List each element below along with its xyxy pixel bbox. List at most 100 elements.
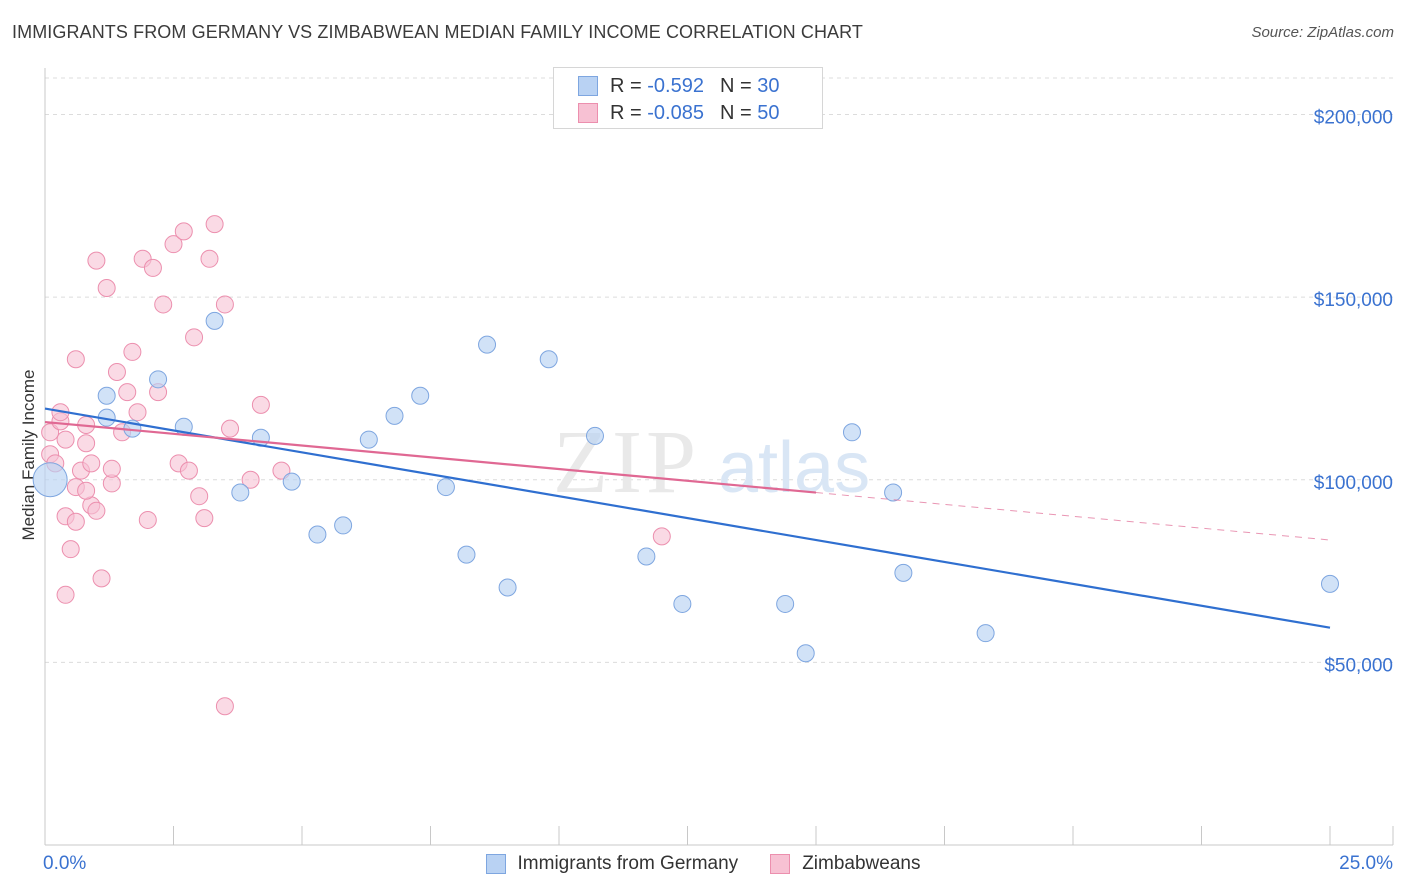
point-zimbabweans (190, 487, 209, 506)
legend-row-germany: R = -0.592 N = 30 (578, 73, 779, 99)
legend-n-label: N = (719, 101, 752, 124)
point-zimbabweans (215, 295, 234, 314)
point-germany (1321, 574, 1339, 593)
point-germany (585, 426, 604, 445)
point-germany (457, 545, 476, 564)
legend-r-label: R = (610, 74, 642, 97)
chart-title: IMMIGRANTS FROM GERMANY VS ZIMBABWEAN ME… (12, 22, 864, 42)
legend-swatch-blue (485, 854, 506, 874)
point-germany (842, 423, 861, 442)
legend-item-zimbabweans: Zimbabweans (770, 853, 920, 875)
point-zimbabweans (652, 527, 671, 546)
point-germany (498, 578, 517, 597)
point-zimbabweans (87, 501, 106, 520)
legend-swatch-blue (578, 76, 598, 96)
point-germany (894, 563, 913, 582)
legend-r-value: -0.085 (647, 101, 704, 124)
source-label: Source: ZipAtlas.com (1251, 24, 1394, 41)
point-zimbabweans (164, 235, 183, 254)
grid-lines (45, 77, 1393, 663)
point-germany (411, 386, 430, 405)
point-zimbabweans (118, 383, 137, 402)
legend-label-germany: Immigrants from Germany (517, 853, 739, 874)
legend-swatch-pink (578, 103, 598, 123)
y-tick-label: $50,000 (1324, 655, 1393, 676)
point-zimbabweans (154, 295, 173, 314)
y-axis-label: Median Family Income (19, 369, 38, 540)
legend-r-label: R = (610, 101, 642, 124)
correlation-legend: R = -0.592 N = 30 R = -0.085 N = 50 (553, 67, 823, 129)
legend-item-germany: Immigrants from Germany (485, 853, 739, 875)
point-zimbabweans (128, 403, 147, 422)
point-zimbabweans (205, 215, 224, 234)
y-tick-labels: $200,000 $150,000 $100,000 $50,000 (1314, 108, 1393, 677)
point-zimbabweans (272, 461, 291, 480)
point-zimbabweans (66, 512, 85, 531)
x-tick-label-min: 0.0% (43, 853, 86, 874)
legend-row-zimbabweans: R = -0.085 N = 50 (578, 100, 779, 126)
point-zimbabweans (200, 249, 219, 268)
point-zimbabweans (56, 430, 75, 449)
point-germany (673, 594, 692, 613)
point-germany (478, 335, 497, 354)
point-zimbabweans (123, 342, 142, 361)
point-zimbabweans (241, 470, 260, 489)
legend-swatch-pink (770, 854, 791, 874)
point-germany (231, 483, 250, 502)
point-zimbabweans (87, 251, 106, 270)
trend-line-zimbabweans (44, 420, 817, 494)
point-germany (884, 483, 903, 502)
point-zimbabweans (77, 434, 96, 453)
point-zimbabweans (61, 540, 80, 559)
point-germany (776, 594, 795, 613)
point-zimbabweans (66, 350, 85, 369)
legend-r-value: -0.592 (647, 74, 704, 97)
point-zimbabweans (102, 459, 121, 478)
point-zimbabweans (82, 454, 101, 473)
legend-n-value: 50 (757, 101, 780, 124)
legend-label-zimbabweans: Zimbabweans (802, 853, 921, 874)
point-zimbabweans (56, 585, 75, 604)
series-germany-points (32, 311, 1339, 663)
legend-n-label: N = (719, 74, 752, 97)
point-zimbabweans (179, 461, 198, 480)
legend-n-value: 30 (757, 74, 780, 97)
point-zimbabweans (92, 569, 111, 588)
point-germany (385, 406, 404, 425)
point-zimbabweans (138, 510, 157, 529)
trend-lines (44, 407, 1331, 629)
point-germany (334, 516, 353, 535)
point-zimbabweans (143, 258, 162, 277)
point-germany (436, 478, 455, 497)
point-zimbabweans (185, 328, 204, 347)
point-zimbabweans (97, 279, 116, 298)
series-legend: Immigrants from Germany Zimbabweans (0, 851, 1406, 877)
point-zimbabweans (195, 509, 214, 528)
point-germany (359, 430, 378, 449)
point-germany (308, 525, 327, 544)
point-germany (149, 370, 168, 389)
point-zimbabweans (77, 481, 96, 500)
point-germany (539, 350, 558, 369)
x-tick-labels: 0.0% 25.0% (43, 853, 1393, 874)
point-germany (796, 644, 815, 663)
y-tick-label: $150,000 (1314, 290, 1393, 311)
point-germany (282, 472, 301, 491)
x-tick-label-max: 25.0% (1339, 853, 1393, 874)
watermark: ZIP atlas (553, 413, 870, 512)
point-zimbabweans (221, 419, 240, 438)
watermark-atlas: atlas (718, 428, 870, 508)
point-germany (32, 462, 68, 498)
point-germany (976, 624, 995, 643)
point-zimbabweans (41, 423, 60, 442)
point-germany (97, 386, 116, 405)
point-zimbabweans (107, 363, 126, 382)
trend-line-zimbabweans-extrapolated (815, 492, 1331, 541)
watermark-zip: ZIP (553, 413, 700, 512)
point-germany (205, 311, 224, 330)
y-tick-label: $200,000 (1314, 108, 1393, 129)
trend-line-germany (44, 407, 1331, 629)
point-zimbabweans (251, 395, 270, 414)
point-zimbabweans (174, 222, 193, 241)
